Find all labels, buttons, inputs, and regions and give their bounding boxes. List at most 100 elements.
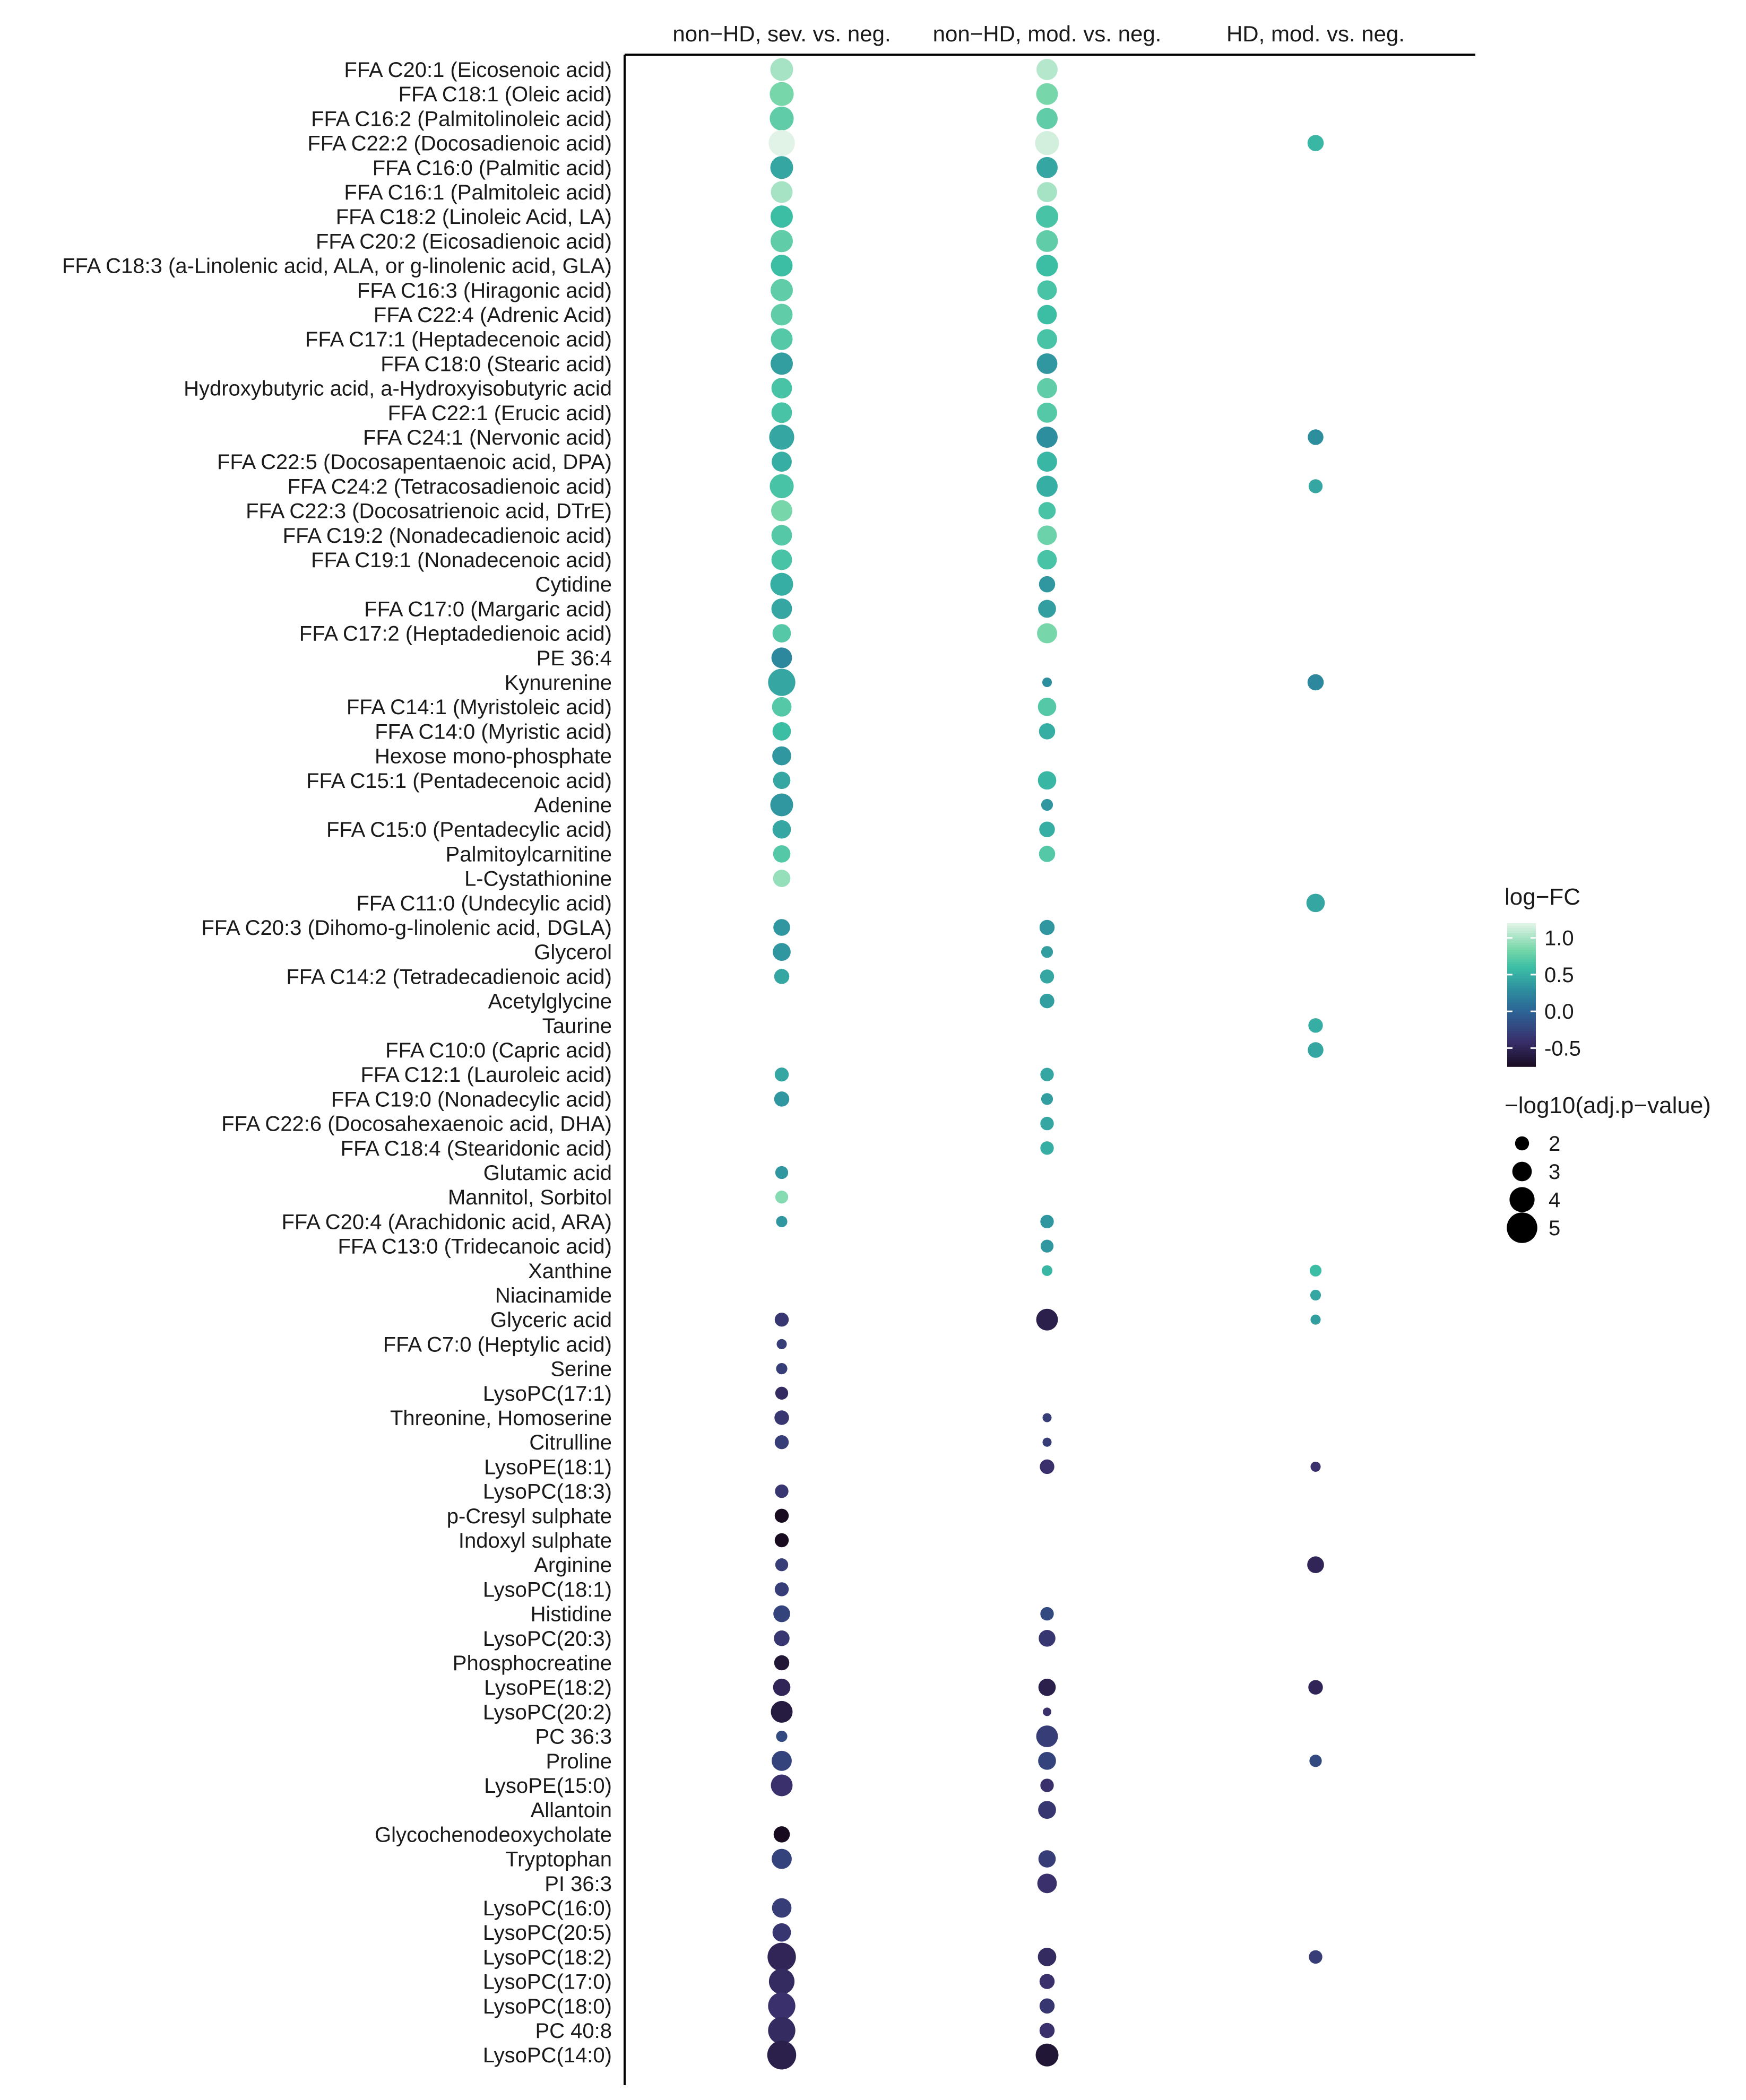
row-label: LysoPC(20:3): [483, 1627, 612, 1651]
colorbar-segment: [1507, 985, 1536, 988]
dot: [1037, 1873, 1057, 1894]
dot: [770, 58, 793, 81]
dot: [767, 2040, 797, 2070]
colorbar-segment: [1507, 1047, 1536, 1051]
dot: [771, 1700, 793, 1723]
dot: [1310, 1461, 1321, 1472]
colorbar-segment: [1507, 1052, 1536, 1055]
dot: [768, 2017, 796, 2044]
row-label: PI 36:3: [544, 1872, 612, 1896]
dot: [1040, 1459, 1054, 1474]
dot: [774, 1313, 789, 1327]
dot: [768, 669, 796, 696]
colorbar-segment: [1507, 1004, 1536, 1008]
colorbar-segment: [1507, 1000, 1536, 1003]
dot: [771, 598, 792, 619]
size-legend-title: −log10(adj.p−value): [1505, 1092, 1711, 1118]
dot: [1037, 623, 1057, 644]
dot: [1038, 1751, 1056, 1770]
row-label: FFA C18:4 (Stearidonic acid): [341, 1137, 612, 1160]
dot: [1040, 969, 1054, 984]
row-label: Citrulline: [529, 1431, 612, 1454]
dot: [774, 1655, 790, 1671]
row-label: LysoPE(18:1): [484, 1455, 612, 1479]
dot: [771, 205, 793, 228]
dot: [1040, 1778, 1054, 1792]
row-label: FFA C17:1 (Heptadecenoic acid): [305, 328, 612, 351]
dot: [1039, 1998, 1055, 2014]
dot: [1036, 205, 1058, 228]
row-label: FFA C16:2 (Palmitolinoleic acid): [311, 107, 612, 131]
row-label: Arginine: [534, 1554, 612, 1577]
row-label: LysoPC(16:0): [483, 1897, 612, 1920]
row-label: FFA C10:0 (Capric acid): [385, 1039, 612, 1062]
dot: [1036, 353, 1058, 374]
row-label: FFA C18:2 (Linoleic Acid, LA): [336, 205, 612, 229]
dot: [1038, 1801, 1056, 1819]
row-label: Hydroxybutyric acid, a-Hydroxyisobutyric…: [184, 377, 612, 401]
row-label: Threonine, Homoserine: [390, 1407, 612, 1430]
colorbar-segment: [1507, 990, 1536, 993]
color-legend-bar: [1507, 923, 1536, 1067]
dot: [772, 697, 792, 717]
dot: [773, 845, 791, 863]
dot: [1037, 525, 1057, 545]
row-label: PC 36:3: [535, 1725, 612, 1749]
colorbar-segment: [1507, 1062, 1536, 1065]
dot: [770, 82, 794, 106]
dot: [1038, 1678, 1056, 1696]
row-label: LysoPC(14:0): [483, 2044, 612, 2067]
colorbar-segment: [1507, 966, 1536, 969]
row-label: FFA C20:2 (Eicosadienoic acid): [316, 230, 612, 253]
dot: [771, 279, 793, 301]
row-label: FFA C22:2 (Docosadienoic acid): [307, 132, 612, 155]
colorbar-segment: [1507, 973, 1536, 976]
row-labels: FFA C20:1 (Eicosenoic acid)FFA C18:1 (Ol…: [62, 58, 612, 2067]
row-label: FFA C20:3 (Dihomo-g-linolenic acid, DGLA…: [201, 916, 612, 940]
colorbar-segment: [1507, 938, 1536, 941]
dot: [776, 1363, 788, 1375]
colorbar-segment: [1507, 1021, 1536, 1024]
dot: [1307, 674, 1324, 691]
dot: [770, 572, 793, 596]
dot: [1039, 2023, 1055, 2038]
dot: [775, 1484, 789, 1498]
dot: [771, 402, 792, 423]
row-label: LysoPE(15:0): [484, 1774, 612, 1798]
row-label: Hexose mono-phosphate: [375, 745, 612, 768]
row-label: Proline: [546, 1750, 612, 1773]
colorbar-tick-label: 0.5: [1544, 964, 1574, 987]
row-label: Indoxyl sulphate: [459, 1529, 612, 1552]
dot: [1308, 1018, 1323, 1033]
row-label: FFA C17:2 (Heptadedienoic acid): [299, 622, 612, 646]
row-label: FFA C17:0 (Margaric acid): [364, 597, 612, 621]
row-label: Cytidine: [535, 573, 612, 596]
colorbar-segment: [1507, 971, 1536, 974]
size-legend-label: 5: [1549, 1217, 1560, 1240]
row-label: Acetylglycine: [488, 990, 612, 1013]
row-label: LysoPC(18:1): [483, 1578, 612, 1601]
size-legend-dot: [1507, 1212, 1537, 1243]
dot: [1037, 378, 1057, 398]
dot: [772, 722, 791, 741]
colorbar-segment: [1507, 1019, 1536, 1022]
colorbar-segment: [1507, 947, 1536, 950]
colorbar-segment: [1507, 944, 1536, 948]
colorbar-segment: [1507, 952, 1536, 955]
row-label: FFA C19:0 (Nonadecylic acid): [331, 1088, 612, 1111]
dot: [772, 624, 791, 643]
dot: [771, 525, 792, 546]
dot: [768, 1992, 796, 2020]
dot: [770, 156, 793, 179]
row-label: FFA C20:1 (Eicosenoic acid): [344, 58, 612, 82]
row-label: L-Cystathionine: [464, 867, 612, 891]
dot: [1038, 1850, 1056, 1868]
dot: [1037, 402, 1057, 423]
dot: [1039, 1630, 1056, 1647]
colorbar-segment: [1507, 1011, 1536, 1014]
colorbar-tick-label: 0.0: [1544, 1000, 1574, 1023]
row-label: FFA C7:0 (Heptylic acid): [383, 1333, 612, 1356]
row-label: Mannitol, Sorbitol: [448, 1186, 612, 1209]
row-label: FFA C22:1 (Erucic acid): [388, 402, 612, 425]
row-label: FFA C24:1 (Nervonic acid): [363, 426, 612, 449]
